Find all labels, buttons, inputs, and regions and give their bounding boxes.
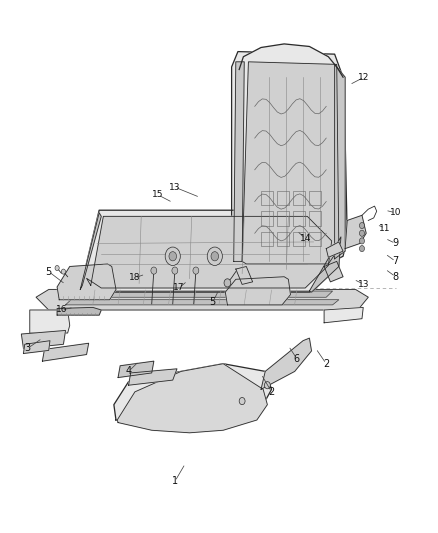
Circle shape xyxy=(360,246,364,252)
Polygon shape xyxy=(239,44,343,77)
Bar xyxy=(309,191,321,205)
Circle shape xyxy=(165,247,180,265)
Text: 18: 18 xyxy=(129,273,141,282)
Bar xyxy=(261,191,273,205)
Polygon shape xyxy=(225,277,290,305)
Bar xyxy=(277,211,289,225)
Circle shape xyxy=(360,238,364,244)
Text: 7: 7 xyxy=(392,256,399,266)
Text: 5: 5 xyxy=(46,266,52,277)
Polygon shape xyxy=(261,338,311,389)
Bar xyxy=(261,211,273,225)
Text: 12: 12 xyxy=(358,72,370,82)
Circle shape xyxy=(55,265,59,271)
Text: 11: 11 xyxy=(379,224,391,232)
Polygon shape xyxy=(118,361,154,377)
Polygon shape xyxy=(324,261,343,282)
Circle shape xyxy=(169,252,177,261)
Text: 13: 13 xyxy=(169,183,180,192)
Polygon shape xyxy=(234,62,244,261)
Bar xyxy=(261,232,273,246)
Circle shape xyxy=(61,269,66,274)
Polygon shape xyxy=(87,216,332,288)
Circle shape xyxy=(172,267,178,274)
Polygon shape xyxy=(21,330,66,349)
Polygon shape xyxy=(36,289,368,310)
Text: 5: 5 xyxy=(209,297,216,308)
Circle shape xyxy=(360,222,364,229)
Text: 10: 10 xyxy=(390,208,401,217)
Circle shape xyxy=(239,398,245,405)
Polygon shape xyxy=(309,237,341,292)
Polygon shape xyxy=(24,341,50,353)
Polygon shape xyxy=(345,215,366,248)
Text: 14: 14 xyxy=(300,234,311,243)
Polygon shape xyxy=(80,213,101,289)
Polygon shape xyxy=(117,364,267,433)
Circle shape xyxy=(193,267,199,274)
Circle shape xyxy=(360,230,364,236)
Text: 2: 2 xyxy=(323,359,329,369)
Circle shape xyxy=(207,247,223,265)
Polygon shape xyxy=(30,310,70,333)
Bar xyxy=(309,211,321,225)
Polygon shape xyxy=(232,52,347,269)
Circle shape xyxy=(211,252,219,261)
Circle shape xyxy=(265,382,270,389)
Polygon shape xyxy=(57,264,116,300)
Polygon shape xyxy=(324,308,363,323)
Circle shape xyxy=(151,267,157,274)
Text: 6: 6 xyxy=(294,353,300,364)
Bar xyxy=(293,232,305,246)
Text: 13: 13 xyxy=(358,280,370,289)
Text: 16: 16 xyxy=(56,305,67,314)
Polygon shape xyxy=(335,64,345,259)
Bar xyxy=(277,232,289,246)
Polygon shape xyxy=(57,308,101,315)
Text: 15: 15 xyxy=(152,190,164,199)
Text: 1: 1 xyxy=(172,477,178,487)
Polygon shape xyxy=(74,210,341,292)
Polygon shape xyxy=(58,291,332,297)
Text: 3: 3 xyxy=(25,343,31,353)
Text: 2: 2 xyxy=(268,387,275,397)
Polygon shape xyxy=(326,242,343,257)
Text: 4: 4 xyxy=(126,366,132,376)
Polygon shape xyxy=(242,62,339,264)
Text: 9: 9 xyxy=(392,238,399,248)
Bar xyxy=(309,232,321,246)
Text: 8: 8 xyxy=(392,272,399,282)
Bar xyxy=(277,191,289,205)
Polygon shape xyxy=(42,343,88,361)
Polygon shape xyxy=(236,266,253,285)
Text: 17: 17 xyxy=(173,284,185,293)
Bar xyxy=(293,211,305,225)
Polygon shape xyxy=(129,369,177,385)
Circle shape xyxy=(224,279,231,287)
Polygon shape xyxy=(114,364,272,420)
Bar xyxy=(293,191,305,205)
Polygon shape xyxy=(66,300,339,305)
